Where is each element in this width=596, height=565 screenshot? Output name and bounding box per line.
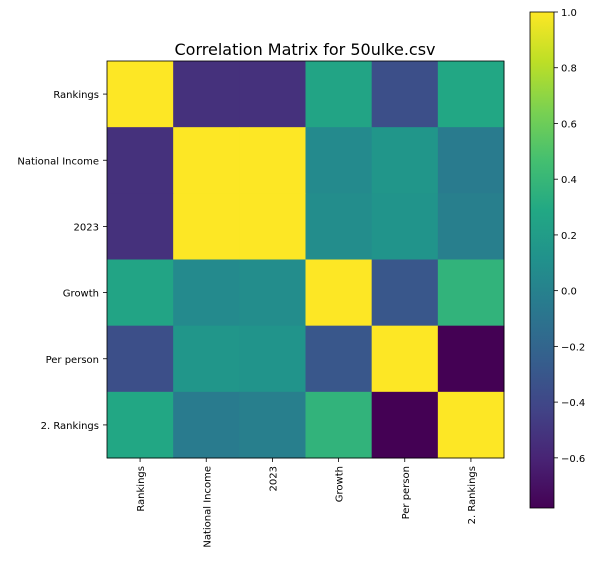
heatmap-cell-1-2 [239,127,306,194]
y-tick-label-2023: 2023 [74,222,99,233]
heatmap-cell-0-0 [107,61,174,128]
heatmap-cell-2-4 [371,193,439,260]
x-axis: Rankings National Income 2023 Growth Per per… [136,458,478,548]
y-tick-label-national-income: National Income [17,156,99,167]
heatmap-cell-4-2 [239,325,306,393]
heatmap-cell-0-3 [305,61,373,128]
heatmap-cell-1-4 [371,127,439,194]
colorbar-gradient [529,11,555,509]
y-tick-label-per-person: Per person [46,355,99,366]
heatmap-cell-3-2 [239,259,306,327]
heatmap-cells [107,61,505,459]
heatmap-cell-4-4 [371,325,439,393]
heatmap-cell-2-0 [107,193,174,260]
heatmap-cell-3-3 [305,259,373,327]
heatmap-cell-5-3 [305,391,373,459]
x-tick-label-per-person: Per person [401,466,412,519]
heatmap-cell-4-3 [305,325,373,393]
colorbar-tick-label: −0.4 [561,398,585,409]
y-tick-label-rankings: Rankings [53,90,99,101]
heatmap-cell-4-0 [107,325,174,393]
colorbar-ticks: −0.6 −0.4 −0.2 0.0 0.2 0.4 0.6 0.8 1.0 [554,8,585,465]
heatmap-cell-3-4 [371,259,439,327]
x-tick-label-national-income: National Income [202,466,213,548]
colorbar-tick-label: 1.0 [561,8,577,19]
colorbar-tick-label: −0.2 [561,342,585,353]
colorbar-tick-label: 0.6 [561,119,577,130]
heatmap-cell-0-5 [437,61,505,128]
heatmap-cell-1-3 [305,127,373,194]
x-tick-label-rankings: Rankings [136,466,147,512]
heatmap-cell-1-0 [107,127,174,194]
heatmap-cell-5-0 [107,391,174,459]
plot-frame [106,60,505,459]
heatmap-cell-0-1 [173,61,240,128]
y-tick-label-growth: Growth [63,289,99,300]
heatmap-cell-5-4 [371,391,439,459]
heatmap-cell-5-5 [437,391,505,459]
heatmap-cell-0-2 [239,61,306,128]
colorbar-tick-label: 0.0 [561,287,577,298]
colorbar-tick-label: 0.2 [561,231,577,242]
y-tick-label-2-rankings: 2. Rankings [41,421,99,432]
heatmap-cell-4-5 [437,325,505,393]
colorbar-tick-label: −0.6 [561,454,585,465]
x-tick-label-2023: 2023 [268,466,279,491]
heatmap-cell-2-3 [305,193,373,260]
colorbar-tick-label: 0.8 [561,64,577,75]
colorbar: −0.6 −0.4 −0.2 0.0 0.2 0.4 0.6 0.8 1.0 [529,8,585,509]
x-tick-label-growth: Growth [335,466,346,502]
heatmap-cell-1-5 [437,127,505,194]
x-tick-label-2-rankings: 2. Rankings [467,466,478,524]
colorbar-tick-label: 0.4 [561,175,577,186]
heatmap-cell-2-2 [239,193,306,260]
y-axis: Rankings National Income 2023 Growth Per per… [17,90,107,432]
heatmap-cell-4-1 [173,325,240,393]
heatmap-cell-3-5 [437,259,505,327]
chart-title: Correlation Matrix for 50ulke.csv [174,40,435,59]
heatmap-cell-5-2 [239,391,306,459]
heatmap-cell-2-5 [437,193,505,260]
heatmap-cell-5-1 [173,391,240,459]
heatmap-cell-0-4 [371,61,439,128]
heatmap-cell-1-1 [173,127,240,194]
heatmap-cell-2-1 [173,193,240,260]
heatmap-cell-3-1 [173,259,240,327]
heatmap-cell-3-0 [107,259,174,327]
